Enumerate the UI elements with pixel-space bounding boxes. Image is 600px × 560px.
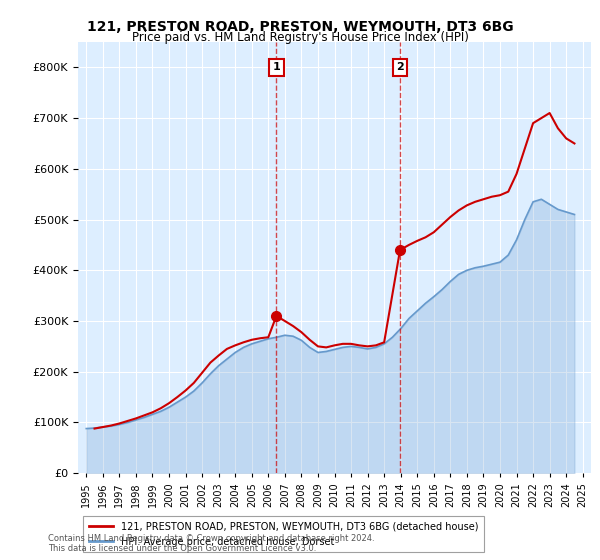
Legend: 121, PRESTON ROAD, PRESTON, WEYMOUTH, DT3 6BG (detached house), HPI: Average pri: 121, PRESTON ROAD, PRESTON, WEYMOUTH, DT… [83, 516, 484, 552]
Text: 2: 2 [396, 62, 404, 72]
Text: Price paid vs. HM Land Registry's House Price Index (HPI): Price paid vs. HM Land Registry's House … [131, 31, 469, 44]
Text: 121, PRESTON ROAD, PRESTON, WEYMOUTH, DT3 6BG: 121, PRESTON ROAD, PRESTON, WEYMOUTH, DT… [86, 20, 514, 34]
Text: 1: 1 [272, 62, 280, 72]
Text: Contains HM Land Registry data © Crown copyright and database right 2024.
This d: Contains HM Land Registry data © Crown c… [48, 534, 374, 553]
